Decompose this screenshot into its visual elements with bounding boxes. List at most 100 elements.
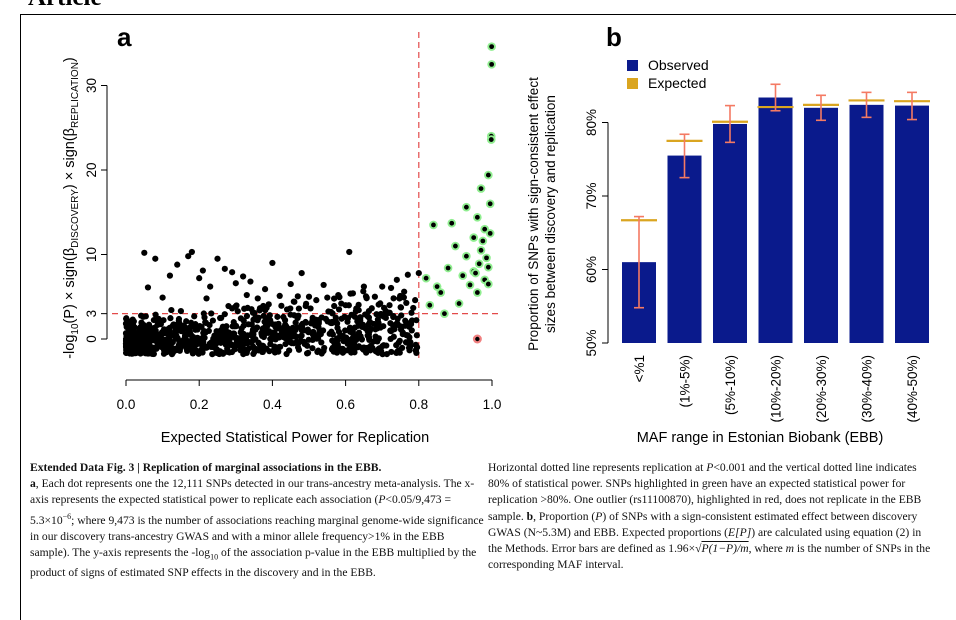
caption-text: is the number of SNPs in the correspondi… (488, 542, 931, 572)
scatter-point (208, 310, 215, 317)
scatter-point (397, 323, 404, 330)
caption-text: of the association p-value in the EBB mu… (30, 545, 477, 580)
y-tick-label: 60% (584, 256, 599, 283)
scatter-point (329, 331, 336, 338)
scatter-point (298, 269, 305, 277)
scatter-point (242, 335, 250, 343)
scatter-point (387, 327, 394, 334)
scatter-point (379, 343, 386, 350)
y-tick-label: 0 (84, 335, 99, 343)
panel-b-x-axis-label: MAF range in Estonian Biobank (EBB) (637, 430, 884, 446)
replicated-point (456, 301, 462, 306)
replicated-point (473, 270, 478, 276)
scatter-point (243, 347, 250, 355)
caption-text: ; where 9,473 is the number of associati… (30, 513, 484, 559)
scatter-point (363, 344, 371, 352)
scatter-point (214, 255, 221, 262)
scatter-point (287, 280, 294, 288)
scatter-point (318, 339, 325, 346)
y-tick-label: 50% (584, 329, 599, 356)
replicated-point (463, 204, 469, 210)
scatter-point (238, 336, 245, 343)
scatter-point (240, 322, 247, 329)
scatter-point (390, 295, 397, 302)
scatter-point (383, 350, 390, 358)
scatter-point (195, 350, 202, 357)
scatter-point (404, 271, 411, 278)
scatter-point (167, 343, 174, 350)
scatter-point (172, 329, 179, 336)
scatter-point (335, 328, 343, 336)
scatter-point (129, 335, 137, 343)
scatter-point (240, 317, 247, 324)
scatter-point (283, 350, 290, 358)
scatter-point (272, 323, 279, 330)
scatter-point (278, 302, 285, 309)
scatter-point (339, 345, 346, 352)
panel-b-label: b (606, 22, 622, 52)
scatter-point (137, 339, 144, 346)
scatter-point (304, 350, 311, 357)
scatter-point (167, 315, 174, 322)
caption-subscript: 10 (210, 552, 219, 562)
y-tick-label: 80% (584, 109, 599, 136)
scatter-point (295, 312, 302, 319)
x-tick-label: 0.6 (336, 397, 355, 412)
scatter-point (298, 332, 305, 339)
scatter-point (250, 316, 257, 323)
panel-a-point-cloud (122, 284, 421, 358)
replicated-point (463, 253, 469, 259)
scatter-point (157, 320, 164, 328)
scatter-point (287, 339, 294, 346)
scatter-point (331, 302, 338, 310)
scatter-point (225, 329, 233, 336)
scatter-point (313, 297, 320, 304)
scatter-point (145, 327, 152, 334)
y-tick-label: 70% (584, 182, 599, 209)
scatter-point (125, 322, 132, 330)
scatter-point (342, 327, 349, 334)
scatter-point (248, 321, 255, 328)
scatter-point (334, 335, 341, 342)
scatter-point (344, 318, 351, 325)
scatter-point (150, 335, 157, 342)
y-tick-label: 3 (84, 310, 99, 318)
observed-bar (758, 97, 793, 343)
scatter-point (402, 317, 409, 324)
replicated-point (484, 255, 489, 261)
panel-a-y-axis: 0 3 10 20 30 (84, 78, 108, 343)
scatter-point (232, 280, 239, 287)
scatter-point (357, 317, 364, 324)
scatter-point (234, 308, 241, 315)
scatter-point (265, 301, 272, 308)
scatter-point (237, 329, 244, 336)
scatter-point (185, 253, 192, 260)
scatter-point (348, 311, 355, 318)
header-rule (20, 14, 956, 15)
observed-bar (849, 104, 884, 343)
scatter-point (196, 275, 203, 282)
caption-text: Horizontal dotted line represents replic… (488, 461, 707, 474)
scatter-point (396, 295, 403, 302)
caption-superscript: −6 (62, 511, 72, 521)
scatter-point (371, 293, 378, 300)
scatter-point (348, 336, 355, 343)
scatter-point (342, 302, 349, 309)
left-rule (20, 14, 21, 620)
scatter-point (144, 335, 151, 342)
scatter-point (318, 350, 325, 357)
scatter-point (366, 318, 374, 326)
scatter-point (309, 314, 316, 321)
x-tick-label: (30%-40%) (860, 355, 875, 423)
x-tick-label: 0.4 (263, 397, 282, 412)
scatter-point (241, 305, 248, 312)
scatter-point (266, 348, 273, 355)
scatter-point (375, 335, 382, 342)
scatter-point (229, 269, 236, 276)
observed-bar (804, 107, 838, 343)
scatter-point (292, 319, 299, 326)
scatter-point (198, 323, 205, 331)
figure: a -log10(P) × sign(βDISCOVERY) × sign(βR… (62, 22, 930, 446)
caption-text: ) are calculated using equation (2) in t… (488, 525, 922, 556)
scatter-point (294, 338, 301, 346)
